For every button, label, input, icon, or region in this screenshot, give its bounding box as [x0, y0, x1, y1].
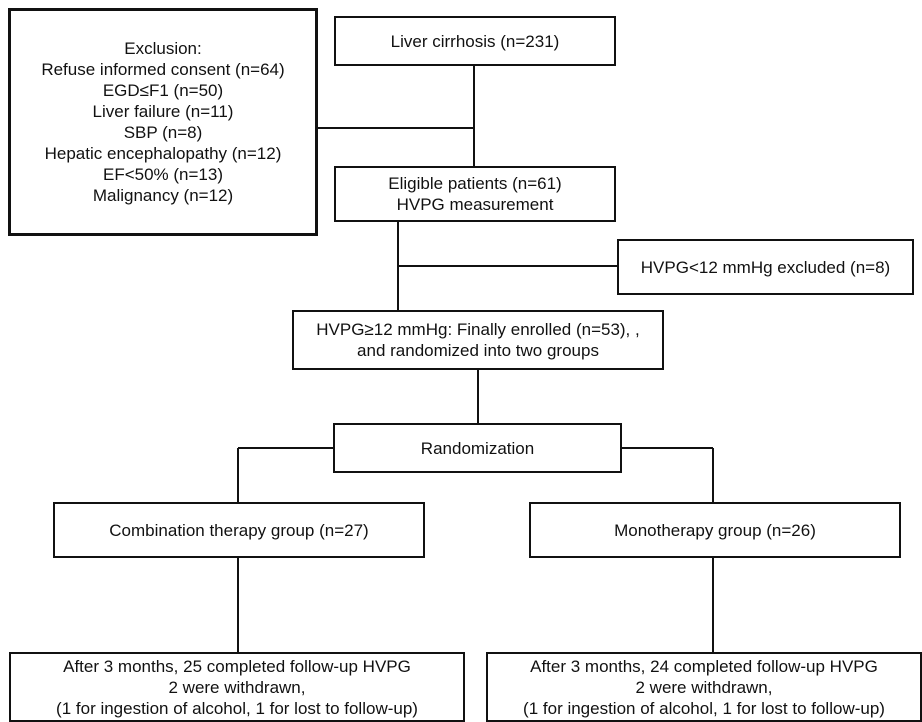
eligible-box: Eligible patients (n=61) HVPG measuremen… — [334, 166, 616, 222]
randomization-box: Randomization — [333, 423, 622, 473]
monotherapy-followup-box: After 3 months, 24 completed follow-up H… — [486, 652, 922, 722]
exclusion-line: Liver failure (n=11) — [92, 102, 234, 121]
combination-label: Combination therapy group (n=27) — [109, 520, 369, 540]
exclusion-line: EGD≤F1 (n=50) — [102, 81, 224, 100]
exclusion-box: Exclusion: Refuse informed consent (n=64… — [8, 8, 318, 236]
exclusion-line: Exclusion: — [124, 39, 202, 58]
cirrhosis-box: Liver cirrhosis (n=231) — [334, 16, 616, 66]
cirrhosis-label: Liver cirrhosis (n=231) — [390, 31, 560, 51]
exclusion-line: Refuse informed consent (n=64) — [41, 60, 285, 79]
exclusion-line: Malignancy (n=12) — [92, 186, 234, 205]
hvpg-excluded-box: HVPG<12 mmHg excluded (n=8) — [617, 239, 914, 295]
randomization-label: Randomization — [420, 438, 535, 458]
monotherapy-followup-line: (1 for ingestion of alcohol, 1 for lost … — [523, 698, 885, 718]
eligible-line: Eligible patients (n=61) — [388, 174, 562, 193]
combination-followup-line: 2 were withdrawn, — [168, 677, 306, 697]
enrolled-box: HVPG≥12 mmHg: Finally enrolled (n=53), ,… — [292, 310, 664, 370]
monotherapy-box: Monotherapy group (n=26) — [529, 502, 901, 558]
enrolled-line: and randomized into two groups — [357, 341, 599, 360]
exclusion-line: EF<50% (n=13) — [102, 165, 223, 184]
combination-followup-line: (1 for ingestion of alcohol, 1 for lost … — [56, 698, 418, 718]
monotherapy-label: Monotherapy group (n=26) — [614, 520, 816, 540]
monotherapy-followup-line: 2 were withdrawn, — [635, 677, 773, 697]
exclusion-line: Hepatic encephalopathy (n=12) — [44, 144, 282, 163]
combination-followup-box: After 3 months, 25 completed follow-up H… — [9, 652, 465, 722]
combination-followup-line: After 3 months, 25 completed follow-up H… — [63, 656, 411, 676]
eligible-line: HVPG measurement — [396, 195, 554, 214]
enrolled-line: HVPG≥12 mmHg: Finally enrolled (n=53), , — [316, 320, 640, 339]
exclusion-line: SBP (n=8) — [123, 123, 203, 142]
monotherapy-followup-line: After 3 months, 24 completed follow-up H… — [530, 656, 878, 676]
combination-box: Combination therapy group (n=27) — [53, 502, 425, 558]
hvpg-excluded-label: HVPG<12 mmHg excluded (n=8) — [640, 257, 891, 277]
